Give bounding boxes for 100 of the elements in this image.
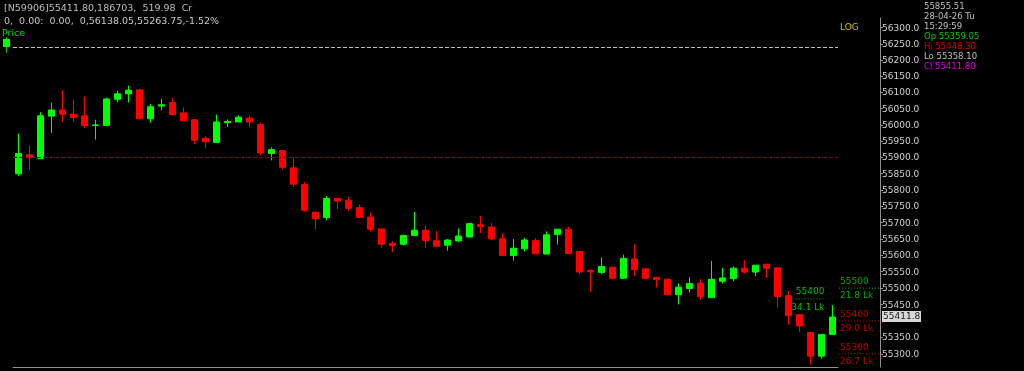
candlestick xyxy=(312,210,319,230)
text: Cl 55411.80 xyxy=(924,61,976,71)
candlestick xyxy=(664,277,671,296)
chart-subtitle: 0, 0.00: 0.00, 0,56138.05,55263.75,-1.52% xyxy=(4,15,220,26)
candlestick xyxy=(763,263,770,279)
text: 28-04-26 Tu xyxy=(924,11,975,21)
candlestick xyxy=(378,228,385,249)
candlestick xyxy=(15,133,22,177)
candlestick xyxy=(367,212,374,232)
candlestick xyxy=(48,102,55,134)
ref-line-label: 55500 21.8 Lk xyxy=(840,276,874,301)
candlestick xyxy=(169,97,176,116)
candlestick xyxy=(26,144,33,171)
candlestick xyxy=(620,254,627,280)
candlestick xyxy=(59,89,66,123)
candlestick xyxy=(356,204,363,218)
candlestick xyxy=(92,119,99,141)
y-tick-label: 56000.0 xyxy=(882,119,920,130)
candlestick xyxy=(257,122,264,156)
chart-title: [N59906]55411.80,186703, 519.98 Cr xyxy=(4,2,193,13)
candlestick xyxy=(279,150,286,170)
candlestick xyxy=(268,146,275,161)
text: 15:29:59 xyxy=(924,21,963,31)
candlestick xyxy=(686,276,693,293)
candlestick xyxy=(235,115,242,123)
candlestick xyxy=(70,99,77,123)
candlestick xyxy=(37,111,44,160)
text: 55411.8 xyxy=(882,311,922,323)
candlestick xyxy=(488,222,495,241)
candlestick xyxy=(389,240,396,253)
candlestick xyxy=(807,331,814,366)
candlestick xyxy=(334,197,341,210)
candlestick xyxy=(290,157,297,188)
candlestick xyxy=(246,115,253,128)
candlestick xyxy=(114,90,121,103)
candlestick xyxy=(103,97,110,127)
text: Op 55359.05 xyxy=(924,31,980,41)
candlestick xyxy=(829,304,836,336)
text: Lo 55358.10 xyxy=(924,51,978,61)
candlestick xyxy=(147,103,154,124)
candlestick xyxy=(565,226,572,254)
candlestick xyxy=(411,211,418,237)
candlestick xyxy=(730,266,737,282)
y-tick-label: 56300.0 xyxy=(882,22,920,33)
y-tick-label: 55800.0 xyxy=(882,185,920,196)
candlestick xyxy=(697,278,704,301)
candlestick xyxy=(675,282,682,306)
candlestick xyxy=(136,88,143,120)
candlestick xyxy=(466,222,473,238)
candlestick xyxy=(642,268,649,279)
candlestick xyxy=(576,250,583,275)
y-tick-label: 55350.0 xyxy=(882,332,920,343)
y-tick-label: 56150.0 xyxy=(882,71,920,82)
y-tick-label: 55650.0 xyxy=(882,234,920,245)
candlestick xyxy=(741,259,748,275)
candlestick xyxy=(554,228,561,246)
candlestick xyxy=(521,237,528,252)
candlestick xyxy=(796,314,803,333)
candlestick xyxy=(708,260,715,299)
candlestick xyxy=(719,267,726,285)
candlestick xyxy=(433,230,440,247)
candlestick xyxy=(400,234,407,247)
candlestick xyxy=(598,256,605,275)
candlestick xyxy=(455,228,462,243)
candlestick xyxy=(477,215,484,234)
candlestick xyxy=(301,181,308,213)
candlestick xyxy=(213,114,220,143)
candlestick xyxy=(785,290,792,326)
y-tick-label: 55900.0 xyxy=(882,152,920,163)
candlestick xyxy=(180,106,187,122)
y-axis-title: Price xyxy=(2,27,26,38)
candlestick xyxy=(532,237,539,255)
candlestick xyxy=(653,276,660,288)
y-tick-label: 55600.0 xyxy=(882,250,920,261)
text: LOG xyxy=(840,22,859,33)
y-tick-label: 56050.0 xyxy=(882,103,920,114)
candlestick xyxy=(81,96,88,129)
candlestick xyxy=(224,118,231,128)
candlestick xyxy=(774,267,781,308)
candlestick xyxy=(202,135,209,149)
y-tick-label: 55850.0 xyxy=(882,168,920,179)
candlestick xyxy=(818,333,825,360)
candlestick xyxy=(609,266,616,279)
annotation: 55400 34.1 Lk xyxy=(791,285,826,312)
y-tick-label: 55500.0 xyxy=(882,283,920,294)
y-tick-label: 56100.0 xyxy=(882,87,920,98)
candlestick xyxy=(191,119,198,145)
candlestick xyxy=(323,195,330,221)
candlestick xyxy=(587,268,594,293)
text: 55855.51 xyxy=(924,1,965,11)
candlestick xyxy=(444,238,451,252)
y-tick-label: 55750.0 xyxy=(882,201,920,212)
candlestick xyxy=(345,196,352,212)
y-tick-label: 55950.0 xyxy=(882,136,920,147)
y-tick-label: 55700.0 xyxy=(882,217,920,228)
candlestick xyxy=(499,232,506,257)
candlestick xyxy=(158,98,165,111)
text: Hi 55448.30 xyxy=(924,41,977,51)
candlestick xyxy=(752,264,759,277)
candlestick xyxy=(543,231,550,255)
